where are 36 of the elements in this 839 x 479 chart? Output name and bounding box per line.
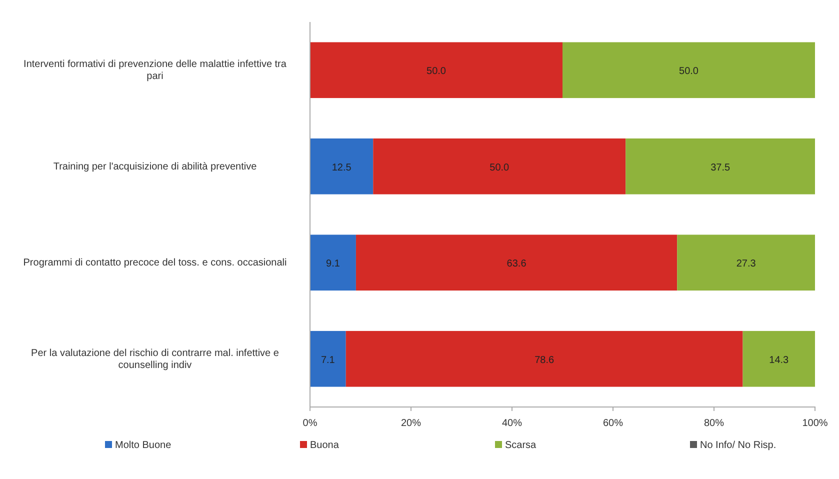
bar	[373, 138, 626, 194]
data-label: 50.0	[490, 162, 510, 174]
x-tick-label: 40%	[502, 418, 522, 430]
x-tick-label: 0%	[302, 418, 318, 430]
legend-label: Buona	[310, 440, 340, 451]
data-label: 9.1	[326, 258, 340, 270]
y-tick-label: Training per l'acquisizione di abilità preventive	[53, 161, 258, 172]
data-label: 14.3	[769, 354, 790, 366]
bar	[562, 42, 815, 98]
bar	[310, 42, 562, 98]
data-label: 37.5	[710, 162, 730, 174]
data-label: 7.1	[320, 354, 336, 366]
bar	[310, 330, 346, 387]
x-tick-label: 100%	[802, 418, 828, 430]
data-label: 78.6	[534, 354, 554, 366]
bar	[310, 138, 374, 194]
data-label: 50.0	[679, 66, 699, 78]
x-tick-label: 80%	[704, 418, 724, 430]
x-tick-label: 60%	[602, 418, 624, 430]
bar	[310, 234, 356, 291]
legend-label: Scarsa	[505, 440, 537, 451]
bar	[677, 234, 815, 291]
legend-label: Molto Buone	[115, 440, 172, 451]
bar	[742, 330, 815, 387]
y-tick-label: Interventi formativi di prevenzione delle malattie infettive tra pari	[24, 59, 287, 82]
y-tick-label: Programmi di contatto precoce del toss. e cons. occasionali	[23, 258, 287, 269]
bar	[356, 234, 678, 291]
data-label: 50.0	[426, 66, 446, 78]
legend-label: No Info/ No Risp.	[700, 440, 776, 451]
y-tick-label: Per la valutazione del rischio di contrarre mal. infettive e counselling indiv	[31, 348, 280, 371]
data-label: 27.3	[736, 258, 756, 270]
data-label: 63.6	[506, 258, 527, 270]
bar	[346, 330, 743, 387]
data-label: 12.5	[332, 162, 352, 174]
bar	[626, 138, 815, 194]
x-tick-label: 20%	[400, 418, 422, 430]
